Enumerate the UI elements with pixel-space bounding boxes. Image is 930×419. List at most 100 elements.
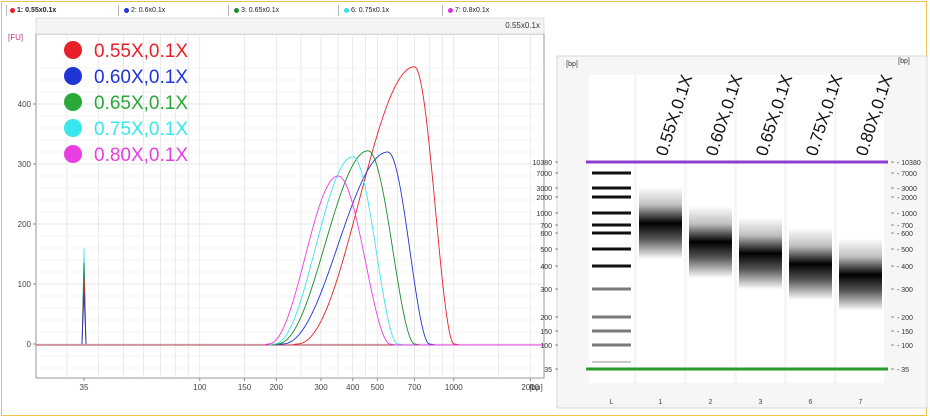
tab-sample-6[interactable]: 6: 0.75x0.1x bbox=[344, 7, 389, 14]
gel-left-bp-label: 600 bbox=[540, 231, 552, 238]
plot-area bbox=[35, 33, 545, 379]
sample-color-dot bbox=[10, 7, 15, 13]
gel-lane-label: 2 bbox=[709, 399, 713, 406]
gel-left-bp-label: 300 bbox=[540, 287, 552, 294]
marker-peak bbox=[81, 292, 87, 345]
gel-right-bp-label: - 35 bbox=[897, 367, 909, 374]
gel-left-bp-label: 100 bbox=[540, 343, 552, 350]
gel-right-bp-label: - 1000 bbox=[897, 211, 917, 218]
y-tick-label: 200 bbox=[18, 220, 32, 229]
ladder-band bbox=[592, 315, 631, 319]
gel-right-bp-label: - 700 bbox=[897, 223, 913, 230]
x-tick-label: 700 bbox=[408, 383, 422, 392]
y-tick-label: 100 bbox=[18, 280, 32, 289]
gel-right-bp-label: - 200 bbox=[897, 315, 913, 322]
electropherogram-chart: 0 100 200 300 400 35 100 150 200 300 400 500 700 1000… bbox=[8, 17, 545, 392]
ladder-band bbox=[592, 171, 631, 175]
gel-left-unit: [bp] bbox=[566, 61, 578, 68]
gel-lane-7 bbox=[837, 75, 884, 383]
tab-sample-1[interactable]: 1: 0.55x0.1x bbox=[10, 7, 56, 14]
tab-divider bbox=[442, 5, 443, 16]
sample-smear bbox=[689, 205, 732, 278]
legend-dot bbox=[64, 93, 82, 111]
x-axis-unit-label: [bp] bbox=[529, 383, 542, 392]
lower-marker-band bbox=[586, 367, 888, 371]
y-tick-label: 400 bbox=[18, 100, 32, 109]
gel-right-bp-label: - 2000 bbox=[897, 195, 917, 202]
gel-left-bp-label: 150 bbox=[540, 329, 552, 336]
gel-left-bp-label: 700 bbox=[540, 223, 552, 230]
gel-lane-label: 1 bbox=[659, 399, 663, 406]
sample-smear bbox=[639, 187, 682, 259]
ladder-band bbox=[592, 223, 631, 227]
ladder-band bbox=[592, 231, 631, 235]
y-tick-label: 300 bbox=[18, 160, 32, 169]
gel-right-unit: [bp] bbox=[898, 58, 910, 65]
tab-sample-7[interactable]: 7: 0.8x0.1x bbox=[448, 7, 489, 14]
ladder-band bbox=[592, 343, 631, 347]
tab-label: 2: 0.6x0.1x bbox=[131, 7, 166, 14]
sample-color-dot bbox=[124, 7, 129, 13]
tab-label: 6: 0.75x0.1x bbox=[351, 7, 390, 14]
sample-smear bbox=[789, 228, 832, 300]
y-axis-unit-label: [FU] bbox=[8, 33, 23, 42]
series-curve-3 bbox=[272, 150, 544, 346]
tab-sample-2[interactable]: 2: 0.6x0.1x bbox=[124, 7, 165, 14]
ladder-band bbox=[592, 287, 631, 291]
tab-label: 1: 0.55x0.1x bbox=[17, 7, 57, 14]
tab-label: 7: 0.8x0.1x bbox=[455, 7, 490, 14]
tab-divider bbox=[228, 5, 229, 16]
ladder-band bbox=[592, 247, 631, 251]
legend-label: 0.55X,0.1X bbox=[94, 41, 188, 62]
sample-smear bbox=[839, 238, 882, 311]
gel-right-bp-label: - 150 bbox=[897, 329, 913, 336]
gel-right-bp-label: - 3000 bbox=[897, 186, 917, 193]
gel-left-bp-label: 1000 bbox=[536, 211, 552, 218]
gel-right-bp-label: - 7000 bbox=[897, 171, 917, 178]
tab-divider bbox=[118, 5, 119, 16]
sample-color-dot bbox=[234, 7, 239, 13]
gel-lane-label: L bbox=[610, 399, 614, 406]
x-tick-label: 200 bbox=[270, 383, 284, 392]
ladder-band bbox=[592, 361, 631, 363]
legend-dot bbox=[64, 41, 82, 59]
tab-divider bbox=[6, 5, 7, 16]
sample-color-dot bbox=[448, 7, 453, 13]
x-tick-label: 2000 bbox=[521, 383, 539, 392]
legend-dot bbox=[64, 67, 82, 85]
ladder-band bbox=[592, 329, 631, 333]
y-tick-label: 0 bbox=[27, 340, 32, 349]
x-tick-label: 100 bbox=[193, 383, 207, 392]
sample-tab-bar: 1: 0.55x0.1x 2: 0.6x0.1x 3: 0.65x0.1x 6:… bbox=[6, 4, 544, 18]
gel-right-bp-label: - 400 bbox=[897, 264, 913, 271]
legend-label: 0.65X,0.1X bbox=[94, 93, 188, 114]
tab-sample-3[interactable]: 3: 0.65x0.1x bbox=[234, 7, 279, 14]
x-tick-label: 500 bbox=[371, 383, 385, 392]
x-tick-label: 400 bbox=[346, 383, 360, 392]
x-tick-label: 1000 bbox=[445, 383, 463, 392]
sample-smear bbox=[739, 217, 782, 290]
series-curve-1 bbox=[292, 66, 544, 346]
plot-header-strip bbox=[35, 17, 545, 35]
gel-lane-label: 7 bbox=[859, 399, 863, 406]
sample-color-dot bbox=[344, 7, 349, 13]
ladder-band bbox=[592, 195, 631, 199]
gel-left-bp-label: 400 bbox=[540, 264, 552, 271]
gel-left-bp-label: 3000 bbox=[536, 186, 552, 193]
gel-left-bp-label: 2000 bbox=[536, 195, 552, 202]
gel-right-bp-label: - 600 bbox=[897, 231, 913, 238]
gel-left-bp-label: 200 bbox=[540, 315, 552, 322]
gel-right-bp-label: - 500 bbox=[897, 247, 913, 254]
sample-corner-label: 0.55x0.1x bbox=[505, 21, 540, 30]
x-tick-label: 300 bbox=[314, 383, 328, 392]
legend-dot bbox=[64, 119, 82, 137]
x-tick-label: 35 bbox=[80, 383, 89, 392]
legend-label: 0.60X,0.1X bbox=[94, 67, 188, 88]
series-curve-5 bbox=[263, 175, 544, 346]
series-curve-4 bbox=[269, 156, 544, 346]
ladder-band bbox=[592, 186, 631, 190]
gel-lane-label: 3 bbox=[759, 399, 763, 406]
legend-dot bbox=[64, 145, 82, 163]
gel-right-bp-label: - 10380 bbox=[897, 160, 921, 167]
